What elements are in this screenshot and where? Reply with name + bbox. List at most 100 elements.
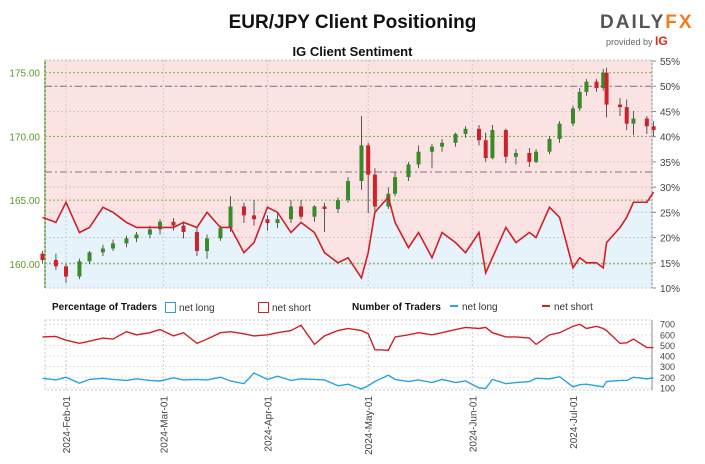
candle-body bbox=[393, 177, 398, 194]
right-tick-label: 55% bbox=[660, 57, 680, 68]
x-tick-label: 2024-Mar-01 bbox=[159, 396, 170, 454]
candle-body bbox=[100, 248, 105, 253]
candle-body bbox=[429, 146, 434, 152]
x-tick-label: 2024-Jun-01 bbox=[468, 396, 479, 453]
candle-body bbox=[77, 261, 82, 277]
legend-pct-short: net short bbox=[258, 302, 311, 314]
count-tick-label: 600 bbox=[660, 330, 675, 340]
candle-body bbox=[252, 215, 257, 220]
candle-body bbox=[241, 206, 246, 216]
right-tick-label: 20% bbox=[660, 234, 680, 245]
candle-body bbox=[158, 221, 163, 230]
candle-body bbox=[171, 221, 176, 226]
candle-body bbox=[312, 206, 317, 217]
net-long-area bbox=[42, 192, 654, 288]
candle-body bbox=[359, 145, 364, 182]
right-tick-label: 30% bbox=[660, 183, 680, 194]
candle-body bbox=[111, 243, 116, 249]
candle-body bbox=[366, 145, 371, 175]
right-tick-label: 25% bbox=[660, 208, 680, 219]
candle-body bbox=[513, 152, 518, 157]
candle-body bbox=[147, 229, 152, 235]
candle-body bbox=[547, 138, 552, 152]
candle-body bbox=[618, 104, 623, 108]
candle-body bbox=[440, 142, 445, 147]
candle-body bbox=[476, 128, 481, 141]
candle-body bbox=[624, 107, 629, 124]
candle-body bbox=[40, 253, 45, 260]
candle-body bbox=[631, 118, 636, 124]
candle-body bbox=[557, 123, 562, 139]
candle-body bbox=[205, 238, 210, 252]
legend-pct-title: Percentage of Traders bbox=[52, 302, 158, 313]
right-tick-label: 45% bbox=[660, 107, 680, 118]
candle-body bbox=[463, 128, 468, 134]
candle-body bbox=[87, 252, 92, 262]
candle-body bbox=[601, 72, 606, 89]
dailyfx-logo: DAILYFX provided by IG bbox=[600, 12, 694, 48]
candle-body bbox=[346, 181, 351, 201]
candle-body bbox=[218, 228, 223, 239]
chart-title: EUR/JPY Client Positioning bbox=[228, 12, 477, 33]
candle-body bbox=[453, 133, 458, 143]
left-tick-label: 170.00 bbox=[9, 132, 40, 143]
x-tick-label: 2024-Apr-01 bbox=[263, 396, 274, 452]
candle-body bbox=[124, 238, 129, 244]
right-tick-label: 40% bbox=[660, 133, 680, 144]
candle-body bbox=[594, 81, 599, 89]
candle-body bbox=[181, 225, 186, 232]
x-tick-label: 2024-Jul-01 bbox=[569, 396, 580, 449]
candle-body bbox=[265, 219, 270, 224]
net-long-pct-line bbox=[42, 191, 655, 280]
candle-body bbox=[194, 231, 199, 252]
candle-body bbox=[53, 259, 58, 267]
candle-body bbox=[299, 206, 304, 217]
count-tick-label: 200 bbox=[660, 373, 675, 383]
candle-body bbox=[134, 234, 139, 239]
legend-num-short: net short bbox=[542, 302, 593, 313]
count-tick-label: 700 bbox=[660, 320, 675, 330]
candle-body bbox=[275, 219, 280, 224]
legend-num-title: Number of Traders bbox=[352, 302, 441, 313]
right-tick-label: 50% bbox=[660, 82, 680, 93]
count-tick-label: 400 bbox=[660, 352, 675, 362]
candle-body bbox=[577, 91, 582, 109]
chart-subtitle: IG Client Sentiment bbox=[292, 44, 413, 59]
candle-body bbox=[490, 130, 495, 159]
plot-border bbox=[44, 59, 653, 289]
candle-body bbox=[372, 174, 377, 207]
candle-body bbox=[651, 126, 656, 131]
candle-body bbox=[335, 200, 340, 210]
candle-body bbox=[527, 152, 532, 162]
left-tick-label: 160.00 bbox=[9, 260, 40, 271]
candle-body bbox=[64, 266, 68, 277]
x-tick-label: 2024-Feb-01 bbox=[62, 396, 73, 454]
left-tick-label: 165.00 bbox=[9, 196, 40, 207]
candle-body bbox=[644, 118, 649, 127]
candle-body bbox=[584, 81, 589, 92]
candle-body bbox=[604, 72, 609, 105]
candle-body bbox=[483, 140, 488, 159]
count-tick-label: 500 bbox=[660, 341, 675, 351]
right-tick-label: 10% bbox=[660, 284, 680, 295]
candle-body bbox=[288, 206, 293, 220]
candle-body bbox=[534, 151, 539, 162]
count-tick-label: 300 bbox=[660, 362, 675, 372]
right-tick-label: 15% bbox=[660, 259, 680, 270]
right-tick-label: 35% bbox=[660, 158, 680, 169]
net-long-count-line bbox=[42, 372, 654, 390]
candle-body bbox=[503, 130, 508, 157]
candle-body bbox=[406, 164, 411, 178]
candle-body bbox=[571, 108, 575, 124]
count-tick-label: 100 bbox=[660, 383, 675, 393]
candle-body bbox=[322, 206, 327, 210]
candle-body bbox=[228, 206, 233, 229]
candle-body bbox=[416, 151, 421, 165]
legend-num-long: net long bbox=[450, 302, 498, 313]
x-tick-label: 2024-May-01 bbox=[364, 396, 375, 455]
legend-pct-long: net long bbox=[165, 302, 215, 314]
net-short-count-line bbox=[42, 323, 654, 351]
left-tick-label: 175.00 bbox=[9, 69, 40, 80]
